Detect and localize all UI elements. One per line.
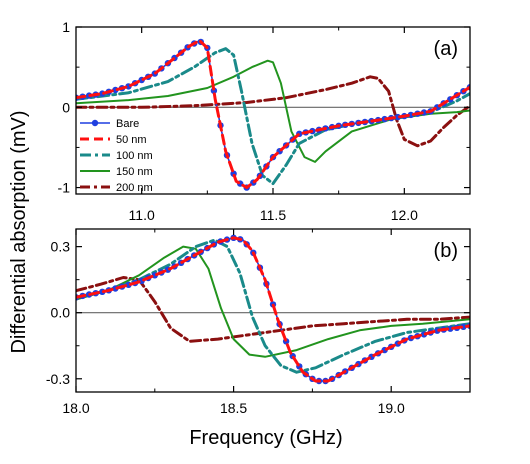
y-tick-label: -0.3 (46, 371, 70, 387)
x-axis-title: Frequency (GHz) (189, 427, 342, 449)
y-tick-label: 1 (62, 19, 70, 35)
legend: Bare 50 nm 100 nm 150 nm 200 nm (80, 118, 153, 194)
x-tick-label: 12.0 (391, 207, 418, 223)
x-tick-label: 18.5 (220, 400, 247, 416)
x-tick-label: 11.5 (260, 207, 286, 223)
series-group (76, 234, 470, 385)
series-line-50-nm (76, 39, 470, 190)
panel-label: (b) (434, 240, 458, 262)
series-line-150-nm (76, 245, 470, 358)
panel-b: 18.0 18.5 19.0 -0.3 0.0 0.3 (b) (46, 228, 471, 416)
y-tick-label: 0 (62, 99, 70, 115)
legend-label: 100 nm (116, 150, 153, 162)
legend-label: Bare (116, 118, 139, 130)
y-tick-label: 0.0 (51, 305, 71, 321)
series-line-100-nm (76, 238, 470, 374)
x-tick-label: 19.0 (378, 400, 405, 416)
series-group (76, 38, 470, 191)
legend-label: 50 nm (116, 134, 147, 146)
x-tick-label: 18.0 (62, 400, 89, 416)
plot-frame (75, 228, 471, 393)
legend-marker (91, 119, 99, 127)
x-tick-label: 11.0 (129, 207, 155, 223)
series-line-50-nm (76, 236, 470, 383)
y-tick-label: 0.3 (51, 239, 71, 255)
panel-label: (a) (434, 38, 458, 60)
y-axis-title: Differential absorption (mV) (8, 110, 30, 353)
legend-label: 150 nm (116, 166, 153, 178)
panel-a: 11.0 11.5 12.0 -1 0 1 (a) (58, 19, 471, 223)
y-tick-label: -1 (58, 180, 71, 196)
series-line-200-nm (76, 75, 470, 148)
legend-label: 200 nm (116, 182, 153, 194)
